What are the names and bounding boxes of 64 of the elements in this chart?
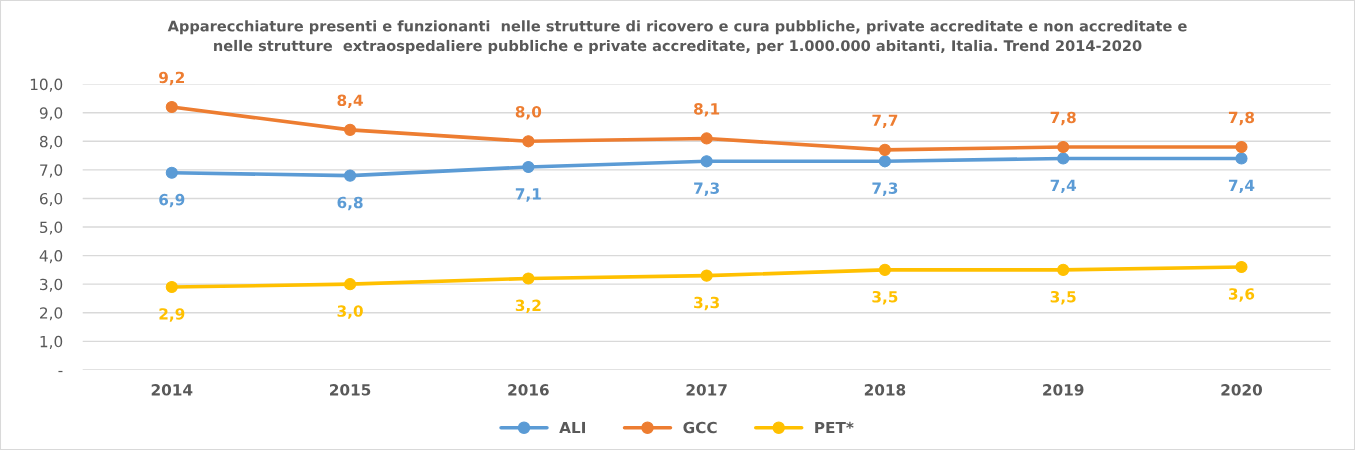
point (522, 272, 535, 285)
point (1235, 140, 1248, 154)
y-tick-label: 6,0 (39, 192, 63, 207)
legend-label: ALI (559, 421, 585, 434)
data-label: 7,4 (1228, 179, 1255, 194)
legend-label: PET* (815, 421, 854, 434)
x-tick-label: 2014 (151, 384, 193, 396)
point (1235, 152, 1248, 165)
data-label: 7,8 (1050, 111, 1076, 126)
legend-label: GCC (683, 421, 717, 434)
point (165, 280, 178, 294)
data-label: 8,1 (694, 103, 720, 117)
y-tick-label: 10,0 (30, 78, 63, 92)
y-tick-label: - (58, 370, 63, 373)
point (344, 123, 357, 136)
y-tick-label: 8,0 (39, 135, 63, 149)
y-tick-label: 1,0 (40, 335, 63, 349)
point (700, 132, 713, 145)
x-tick-label: 2019 (1043, 384, 1084, 396)
point (344, 169, 357, 182)
point (522, 160, 535, 174)
point (1057, 263, 1070, 276)
x-tick-label: 2020 (1221, 384, 1262, 396)
y-tick-label: 4,0 (39, 250, 63, 264)
data-label: 6,8 (337, 196, 363, 211)
data-label: 7,8 (1228, 111, 1255, 126)
point (878, 155, 891, 168)
data-label: 2,9 (159, 308, 185, 322)
y-tick-label: 5,0 (40, 221, 63, 235)
chart-title: Apparecchiature presenti e funzionanti nelle strutture di ricovero e cura pubbliche, private accreditate e non accreditate e nelle strutture extraospedaliere pubbliche e private accreditate, per 1.000.000 abitanti, Italia. Trend 2014-2020 (167, 20, 1187, 55)
data-label: 9,2 (159, 71, 184, 86)
y-tick-label: 7,0 (40, 164, 63, 178)
point (700, 269, 713, 282)
point (165, 100, 178, 114)
point (878, 143, 891, 156)
data-label: 7,3 (872, 182, 898, 196)
data-label: 7,1 (515, 188, 541, 202)
point (1235, 260, 1248, 274)
point (700, 155, 713, 168)
data-label: 3,3 (694, 296, 719, 311)
data-label: 3,5 (872, 290, 898, 305)
point (1057, 152, 1070, 165)
point (165, 166, 178, 179)
x-tick-label: 2015 (330, 384, 371, 396)
point (522, 135, 535, 148)
data-label: 8,0 (515, 105, 542, 120)
data-label: 8,4 (337, 94, 363, 109)
data-label: 3,6 (1228, 288, 1255, 302)
data-label: 3,0 (337, 305, 363, 319)
data-label: 3,5 (1050, 290, 1076, 305)
data-label: 7,3 (694, 182, 719, 196)
data-label: 6,9 (159, 193, 185, 208)
data-label: 7,4 (1050, 179, 1077, 194)
point (1057, 140, 1070, 154)
x-tick-label: 2016 (508, 384, 549, 396)
y-tick-label: 3,0 (40, 278, 63, 292)
data-label: 3,2 (515, 299, 541, 314)
data-label: 7,7 (872, 114, 898, 129)
point (344, 278, 357, 291)
x-tick-label: 2018 (864, 384, 906, 396)
point (878, 263, 891, 276)
y-tick-label: 9,0 (39, 107, 63, 121)
x-tick-label: 2017 (686, 384, 727, 396)
y-tick-label: 2,0 (40, 307, 63, 321)
